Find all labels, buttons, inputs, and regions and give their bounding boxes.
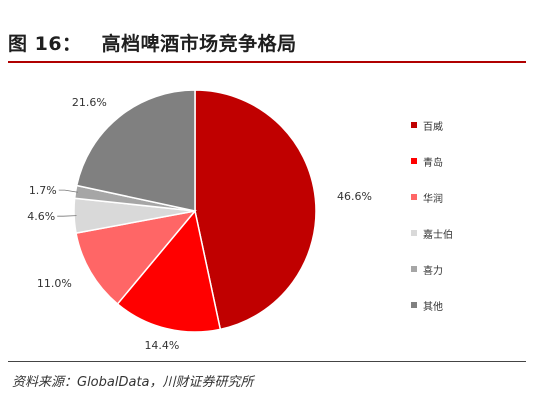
title-text: 高档啤酒市场竞争格局 — [101, 33, 297, 55]
figure-number: 图 16： — [8, 33, 82, 55]
legend-label: 百威 — [423, 121, 443, 133]
legend-label: 其他 — [423, 301, 443, 313]
legend-label: 华润 — [423, 193, 443, 205]
legend-swatch — [411, 158, 417, 164]
source-note: 资料来源：GlobalData，川财证券研究所 — [12, 375, 254, 390]
slice-label-6: 21.6% — [72, 96, 107, 109]
slice-label-3: 11.0% — [37, 277, 72, 290]
pie-slice-3 — [75, 209, 197, 305]
chart-title: 图 16： 高档啤酒市场竞争格局 — [8, 29, 297, 56]
label-leader-4 — [57, 215, 77, 217]
legend-swatch — [411, 266, 417, 272]
legend-item-2: 青岛 — [411, 154, 443, 169]
legend-item-3: 华润 — [411, 190, 443, 205]
legend-swatch — [411, 302, 417, 308]
slice-label-4: 4.6% — [27, 210, 55, 223]
pie-slice-1 — [194, 89, 317, 331]
pie-slice-2 — [116, 209, 222, 333]
legend-label: 嘉士伯 — [423, 229, 453, 241]
slice-label-2: 14.4% — [144, 339, 179, 352]
legend-swatch — [411, 194, 417, 200]
legend-item-4: 嘉士伯 — [411, 226, 453, 241]
legend-item-6: 其他 — [411, 298, 443, 313]
legend-swatch — [411, 230, 417, 236]
slice-label-5: 1.7% — [29, 184, 57, 197]
title-rule — [8, 61, 526, 63]
pie-slice-6 — [75, 89, 196, 212]
legend-swatch — [411, 122, 417, 128]
label-leader-5 — [58, 189, 78, 193]
legend-item-5: 喜力 — [411, 262, 443, 277]
source-rule — [8, 361, 526, 362]
slice-label-1: 46.6% — [337, 190, 372, 203]
legend-item-1: 百威 — [411, 118, 443, 133]
legend-label: 青岛 — [423, 157, 443, 169]
legend-label: 喜力 — [423, 265, 443, 277]
